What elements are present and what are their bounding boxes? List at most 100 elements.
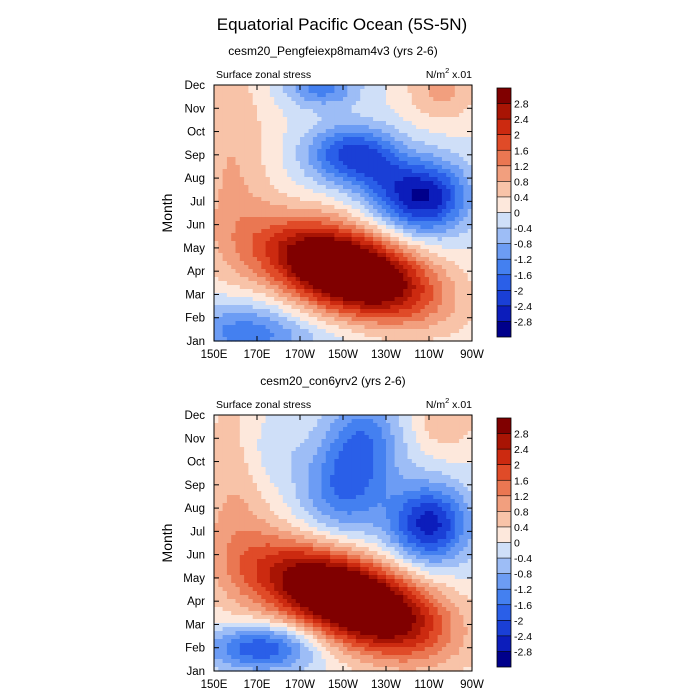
heatmap-cell [420,129,426,134]
heatmap-cell [360,309,366,314]
heatmap-cell [291,329,297,334]
heatmap-cell [248,313,254,318]
heatmap-cell [226,93,232,98]
heatmap-cell [407,173,413,178]
heatmap-cell [420,277,426,282]
heatmap-cell [308,105,314,110]
heatmap-cell [312,129,318,134]
heatmap-cell [226,309,232,314]
heatmap-cell [214,241,219,246]
heatmap-cell [459,117,464,122]
heatmap-cell [338,297,344,302]
heatmap-cell [222,209,228,214]
heatmap-cell [330,161,335,166]
heatmap-cell [446,153,452,158]
heatmap-cell [231,105,237,110]
heatmap-cell [364,443,370,448]
heatmap-cell [239,443,245,448]
heatmap-cell [459,419,464,424]
heatmap-cell [368,161,374,166]
heatmap-cell [222,471,228,476]
heatmap-cell [257,181,262,186]
heatmap-cell [239,133,245,138]
heatmap-cell [295,89,301,94]
heatmap-cell [381,121,387,126]
heatmap-cell [437,237,443,242]
heatmap-cell [300,161,305,166]
heatmap-cell [226,313,232,318]
heatmap-cell [291,245,297,250]
heatmap-cell [377,193,383,198]
heatmap-cell [338,169,344,174]
heatmap-cell [407,447,413,452]
heatmap-cell [252,101,258,106]
heatmap-cell [252,265,258,270]
heatmap-cell [373,301,378,306]
heatmap-cell [312,189,318,194]
heatmap-cell [330,415,335,420]
heatmap-cell [411,309,417,314]
heatmap-cell [312,165,318,170]
heatmap-cell [312,277,318,282]
heatmap-cell [239,109,245,114]
heatmap-cell [282,225,288,230]
heatmap-cell [252,189,258,194]
heatmap-cell [278,177,284,182]
heatmap-cell [437,301,443,306]
heatmap-cell [386,455,391,460]
heatmap-cell [330,257,335,262]
heatmap-cell [321,97,327,102]
heatmap-cell [394,253,400,258]
heatmap-cell [429,333,434,338]
heatmap-cell [312,157,318,162]
heatmap-cell [394,297,400,302]
heatmap-cell [231,197,237,202]
heatmap-cell [467,89,473,94]
heatmap-cell [355,105,361,110]
heatmap-cell [235,161,241,166]
heatmap-cell [295,325,301,330]
heatmap-cell [325,257,331,262]
heatmap-cell [282,329,288,334]
heatmap-cell [429,249,434,254]
heatmap-cell [265,101,271,106]
heatmap-cell [433,467,439,472]
heatmap-cell [308,333,314,338]
heatmap-cell [304,333,310,338]
heatmap-cell [222,233,228,238]
heatmap-cell [291,277,297,282]
heatmap-cell [403,333,409,338]
heatmap-cell [355,245,361,250]
heatmap-cell [295,193,301,198]
heatmap-cell [244,305,249,310]
heatmap-cell [463,475,469,480]
heatmap-cell [330,337,335,342]
heatmap-cell [308,229,314,234]
heatmap-cell [454,233,460,238]
heatmap-cell [274,117,280,122]
heatmap-cell [214,193,219,198]
heatmap-cell [390,261,396,266]
heatmap-cell [459,185,464,190]
heatmap-cell [282,427,288,432]
heatmap-cell [312,197,318,202]
heatmap-cell [403,149,409,154]
heatmap-cell [386,329,391,334]
heatmap-cell [450,313,456,318]
heatmap-cell [441,129,447,134]
heatmap-cell [347,277,353,282]
heatmap-cell [424,313,430,318]
heatmap-cell [222,109,228,114]
heatmap-cell [330,121,335,126]
heatmap-cell [416,141,421,146]
heatmap-cell [239,455,245,460]
heatmap-cell [394,321,400,326]
heatmap-cell [261,157,267,162]
heatmap-cell [377,185,383,190]
heatmap-cell [437,277,443,282]
heatmap-cell [278,261,284,266]
heatmap-cell [300,455,305,460]
heatmap-cell [291,471,297,476]
heatmap-cell [463,197,469,202]
heatmap-cell [325,253,331,258]
